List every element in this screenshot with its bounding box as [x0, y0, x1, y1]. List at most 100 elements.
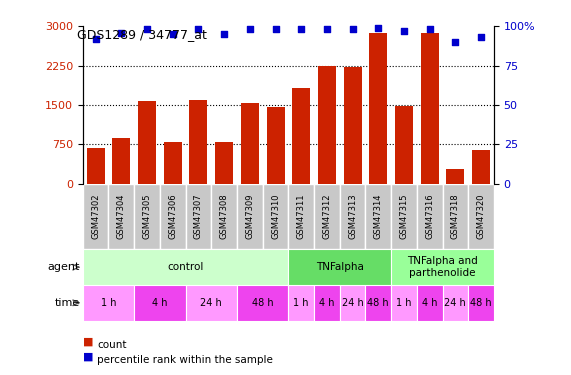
Bar [87, 148, 104, 184]
Bar [468, 184, 494, 249]
Point [297, 26, 306, 32]
Bar [314, 285, 340, 321]
Text: 48 h: 48 h [471, 298, 492, 308]
Bar [340, 184, 365, 249]
Bar [237, 184, 263, 249]
Text: GSM47307: GSM47307 [194, 194, 203, 239]
Text: ■: ■ [83, 352, 93, 362]
Point [246, 26, 255, 32]
Bar [391, 184, 417, 249]
Text: TNFalpha: TNFalpha [316, 262, 364, 272]
Bar [391, 285, 417, 321]
Text: GSM47314: GSM47314 [374, 194, 383, 239]
Bar [215, 142, 233, 184]
Text: count: count [97, 340, 127, 350]
Bar [241, 104, 259, 184]
Bar [83, 285, 134, 321]
Text: GSM47312: GSM47312 [323, 194, 331, 239]
Bar [108, 184, 134, 249]
Text: GDS1289 / 34777_at: GDS1289 / 34777_at [77, 28, 207, 41]
Text: 24 h: 24 h [444, 298, 467, 308]
Bar [134, 184, 160, 249]
Point [142, 26, 151, 32]
Text: GSM47306: GSM47306 [168, 194, 177, 239]
Bar [186, 285, 237, 321]
Point [400, 28, 409, 34]
Text: GSM47304: GSM47304 [117, 194, 126, 239]
Text: 24 h: 24 h [341, 298, 364, 308]
Point [271, 26, 280, 32]
Text: 48 h: 48 h [252, 298, 274, 308]
Bar [447, 169, 464, 184]
Bar [288, 285, 314, 321]
Bar [288, 249, 391, 285]
Point [348, 26, 357, 32]
Bar [417, 285, 443, 321]
Bar [365, 184, 391, 249]
Bar [365, 285, 391, 321]
Bar [314, 184, 340, 249]
Point [116, 30, 126, 36]
Bar [263, 184, 288, 249]
Text: GSM47305: GSM47305 [143, 194, 151, 239]
Point [425, 26, 435, 32]
Bar [211, 184, 237, 249]
Text: GSM47302: GSM47302 [91, 194, 100, 239]
Bar [344, 67, 361, 184]
Text: GSM47318: GSM47318 [451, 194, 460, 239]
Bar [190, 100, 207, 184]
Text: 4 h: 4 h [152, 298, 168, 308]
Bar [443, 184, 468, 249]
Text: 1 h: 1 h [100, 298, 116, 308]
Text: time: time [55, 298, 80, 308]
Bar [443, 285, 468, 321]
Bar [391, 249, 494, 285]
Point [168, 31, 177, 37]
Text: percentile rank within the sample: percentile rank within the sample [97, 355, 273, 365]
Text: GSM47320: GSM47320 [477, 194, 485, 239]
Point [322, 26, 331, 32]
Bar [186, 184, 211, 249]
Text: GSM47316: GSM47316 [425, 194, 434, 239]
Bar [292, 88, 310, 184]
Bar [164, 142, 182, 184]
Bar [267, 107, 284, 184]
Bar [468, 285, 494, 321]
Text: TNFalpha and
parthenolide: TNFalpha and parthenolide [407, 256, 478, 278]
Text: 4 h: 4 h [319, 298, 335, 308]
Text: GSM47308: GSM47308 [220, 194, 228, 239]
Bar [417, 184, 443, 249]
Text: control: control [167, 262, 204, 272]
Bar [160, 184, 186, 249]
Bar [237, 285, 288, 321]
Point [91, 36, 100, 42]
Text: GSM47309: GSM47309 [246, 194, 254, 239]
Text: 1 h: 1 h [293, 298, 309, 308]
Text: 48 h: 48 h [368, 298, 389, 308]
Bar [421, 33, 439, 184]
Bar [288, 184, 314, 249]
Text: 24 h: 24 h [200, 298, 222, 308]
Text: ■: ■ [83, 337, 93, 347]
Text: GSM47310: GSM47310 [271, 194, 280, 239]
Text: GSM47315: GSM47315 [400, 194, 408, 239]
Point [476, 34, 485, 40]
Bar [369, 33, 387, 184]
Bar [112, 138, 130, 184]
Text: GSM47311: GSM47311 [297, 194, 305, 239]
Bar [340, 285, 365, 321]
Bar [83, 249, 288, 285]
Bar [472, 150, 490, 184]
Text: 1 h: 1 h [396, 298, 412, 308]
Bar [395, 106, 413, 184]
Bar [138, 101, 156, 184]
Point [451, 39, 460, 45]
Text: GSM47313: GSM47313 [348, 194, 357, 239]
Bar [318, 66, 336, 184]
Point [219, 31, 228, 37]
Bar [83, 184, 108, 249]
Text: agent: agent [47, 262, 80, 272]
Bar [134, 285, 186, 321]
Text: 4 h: 4 h [422, 298, 437, 308]
Point [194, 26, 203, 32]
